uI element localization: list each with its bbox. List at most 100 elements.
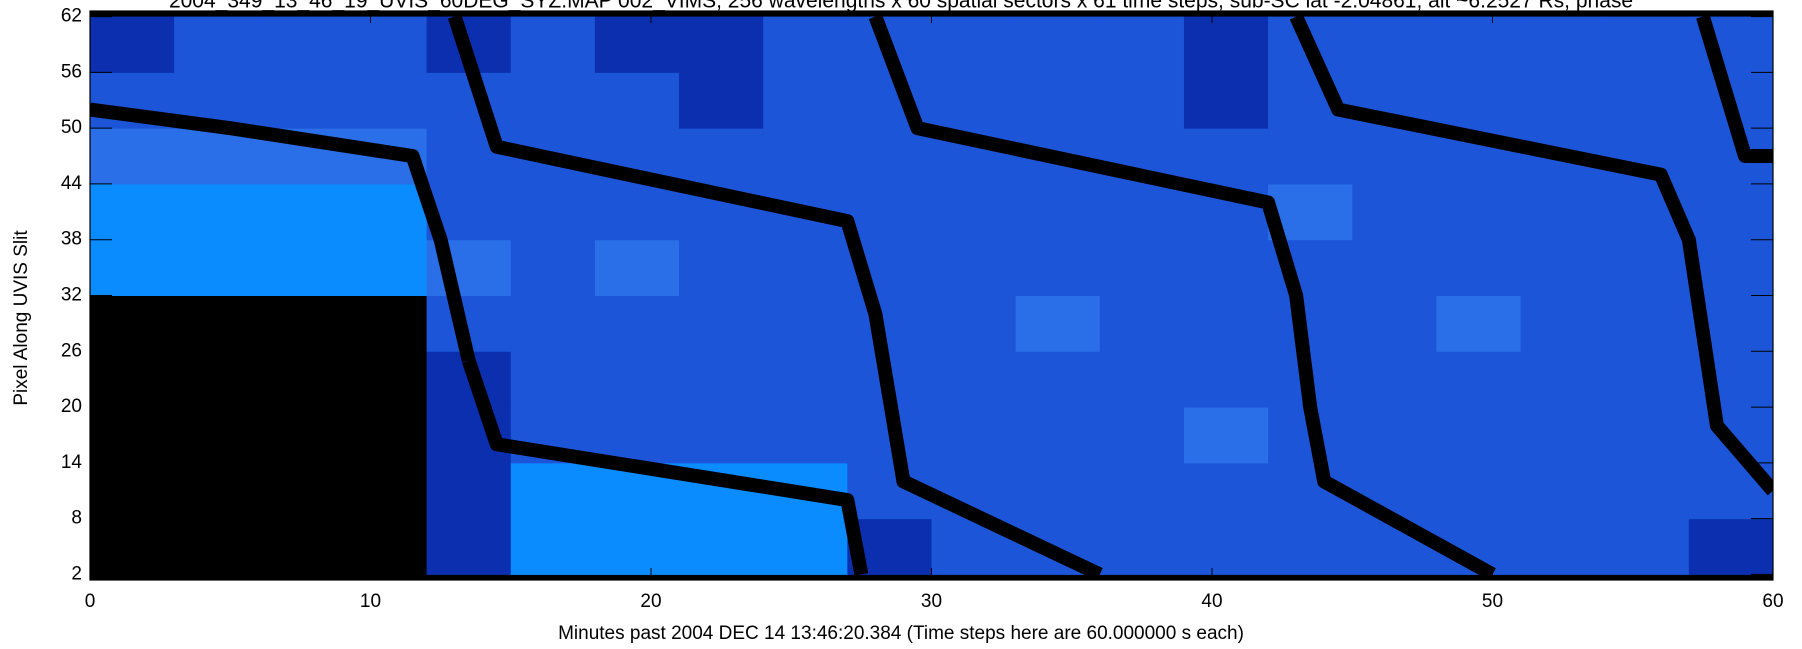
heat-cell xyxy=(594,351,680,408)
heat-cell xyxy=(258,518,343,575)
heat-cell xyxy=(847,128,932,185)
heat-cell xyxy=(1604,239,1690,296)
heat-cell xyxy=(90,295,175,352)
y-tick-label: 56 xyxy=(61,61,82,82)
x-axis-label: Minutes past 2004 DEC 14 13:46:20.384 (T… xyxy=(558,623,1244,644)
heat-cell xyxy=(1015,16,1101,73)
heat-cell xyxy=(763,16,848,73)
heat-cell xyxy=(763,518,848,575)
y-tick-label: 14 xyxy=(61,452,83,473)
heat-cell xyxy=(258,183,343,241)
heat-cell xyxy=(174,518,259,575)
heat-cell xyxy=(594,518,680,575)
heat-cell xyxy=(174,183,259,241)
heat-cell xyxy=(342,16,428,73)
band-line xyxy=(868,14,1496,580)
band-line xyxy=(90,102,476,363)
heat-cell xyxy=(1183,518,1269,575)
heat-cell xyxy=(931,407,1017,464)
heat-cell xyxy=(510,183,596,241)
heat-cell xyxy=(90,16,175,73)
heat-cell xyxy=(1604,518,1690,575)
y-tick-label: 44 xyxy=(61,173,83,194)
heat-cell xyxy=(1436,183,1522,241)
heat-cell xyxy=(1183,462,1269,520)
heat-cell xyxy=(1436,16,1522,73)
x-tick-label: 0 xyxy=(85,591,96,612)
heat-cell xyxy=(174,407,259,464)
x-tick-label: 30 xyxy=(921,591,942,612)
heat-cell xyxy=(1520,239,1606,296)
heat-cell xyxy=(258,295,343,352)
heat-cell xyxy=(1352,16,1437,73)
heat-cell xyxy=(594,72,680,129)
heat-cell xyxy=(510,16,596,73)
heat-cell xyxy=(594,295,680,352)
heat-cell xyxy=(1268,295,1353,352)
heat-cell xyxy=(1688,183,1773,241)
heat-cell xyxy=(931,351,1017,408)
heat-cell xyxy=(1604,351,1690,408)
heat-cell xyxy=(258,462,343,520)
band-line xyxy=(1696,14,1773,164)
x-tick-label: 40 xyxy=(1201,591,1222,612)
heat-cell xyxy=(679,16,764,73)
heat-cell xyxy=(342,183,428,241)
heat-cell xyxy=(1604,16,1690,73)
band-line xyxy=(447,14,1103,580)
heat-cell xyxy=(258,239,343,296)
chart-title: 2004_349_13_46_19_UVIS_60DEG_SYZ.MAP 002… xyxy=(169,0,1633,13)
heat-cell xyxy=(679,128,764,185)
x-tick-label: 10 xyxy=(360,591,381,612)
heat-cell xyxy=(1268,128,1353,185)
y-tick-label: 2 xyxy=(71,563,82,584)
heat-cell xyxy=(1352,295,1437,352)
heat-cell xyxy=(342,518,428,575)
heat-cell xyxy=(342,239,428,296)
heat-cell xyxy=(594,16,680,73)
heat-cell xyxy=(1688,518,1773,575)
heat-cell xyxy=(258,351,343,408)
heat-cell xyxy=(174,16,259,73)
heat-cell xyxy=(1015,351,1101,408)
heat-cell xyxy=(90,239,175,296)
heat-cell xyxy=(174,239,259,296)
heat-cell xyxy=(174,462,259,520)
heat-cell xyxy=(426,518,512,575)
plot-area xyxy=(90,11,1773,580)
heat-cell xyxy=(1520,183,1606,241)
y-tick-label: 26 xyxy=(61,340,82,361)
heat-cell xyxy=(1015,407,1101,464)
heat-cell xyxy=(763,128,848,185)
heat-cell xyxy=(1520,462,1606,520)
heat-cell xyxy=(174,295,259,352)
heat-cell xyxy=(679,407,764,464)
heat-cell xyxy=(1183,72,1269,129)
heat-cell xyxy=(510,295,596,352)
heat-cell xyxy=(1520,518,1606,575)
heat-cell xyxy=(1099,239,1185,296)
heat-cell xyxy=(1099,351,1185,408)
heat-cell xyxy=(931,295,1017,352)
heat-cell xyxy=(426,462,512,520)
heat-cell xyxy=(679,72,764,129)
heat-cell xyxy=(1520,16,1606,73)
x-tick-label: 60 xyxy=(1762,591,1783,612)
heat-cell xyxy=(763,239,848,296)
heat-cell xyxy=(1099,407,1185,464)
heat-cell xyxy=(1183,407,1269,464)
heat-cell xyxy=(90,462,175,520)
heat-cell xyxy=(1015,295,1101,352)
heat-cell xyxy=(258,16,343,73)
heat-cell xyxy=(342,295,428,352)
heat-cell xyxy=(342,351,428,408)
heat-cell xyxy=(679,518,764,575)
y-tick-label: 20 xyxy=(61,396,82,417)
heat-cell xyxy=(342,72,428,129)
heat-cell xyxy=(847,183,932,241)
heat-cell xyxy=(510,72,596,129)
heat-cell xyxy=(1436,295,1522,352)
heat-cell xyxy=(258,72,343,129)
